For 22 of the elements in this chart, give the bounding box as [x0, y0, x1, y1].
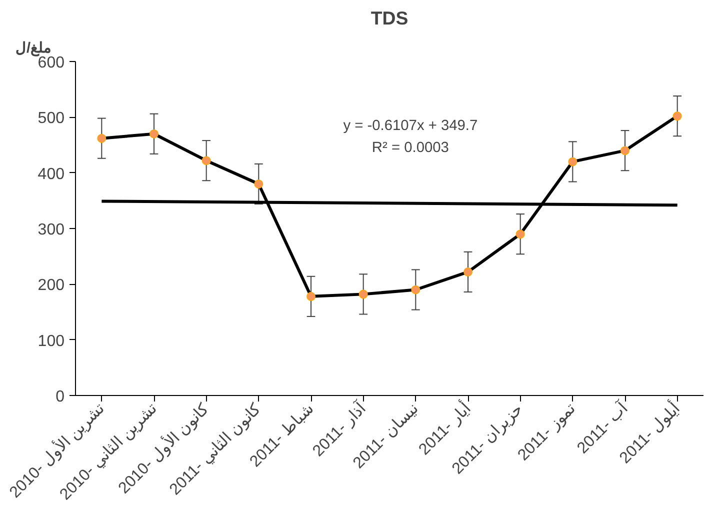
point — [358, 290, 368, 299]
chart-title: TDS — [370, 8, 408, 28]
point — [464, 267, 472, 276]
y-tick-label: 400 — [38, 166, 65, 183]
y-tick-label: 500 — [38, 110, 65, 128]
y-tick-label: 200 — [38, 277, 65, 294]
point — [516, 230, 525, 239]
y-tick-label: 100 — [38, 332, 65, 350]
point — [620, 146, 630, 156]
point — [254, 179, 264, 188]
annotation: R² = 0.0003 — [372, 140, 449, 156]
point — [672, 112, 682, 121]
point — [150, 129, 158, 138]
y-axis-title: ملغ/ل — [16, 40, 52, 56]
annotation: y = -0.6107x + 349.7 — [343, 118, 478, 134]
point — [411, 285, 420, 294]
point — [202, 156, 211, 166]
point — [97, 134, 106, 143]
y-tick-label: 300 — [38, 222, 65, 238]
point — [568, 157, 578, 166]
y-tick-label: 0 — [56, 388, 65, 406]
point — [306, 292, 316, 301]
